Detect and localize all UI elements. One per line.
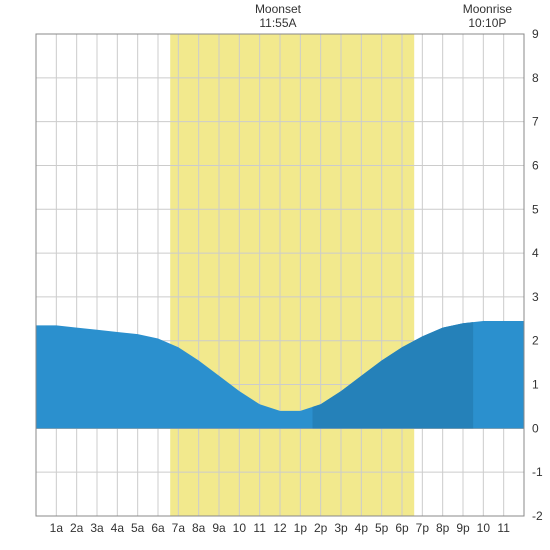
moonrise-time: 10:10P	[447, 16, 527, 30]
svg-text:2p: 2p	[314, 521, 328, 535]
svg-text:7: 7	[532, 115, 539, 129]
svg-text:3: 3	[532, 290, 539, 304]
moonset-annotation: Moonset 11:55A	[238, 2, 318, 31]
svg-text:2a: 2a	[70, 521, 84, 535]
moonset-title: Moonset	[238, 2, 318, 16]
svg-text:9p: 9p	[456, 521, 470, 535]
svg-text:2: 2	[532, 334, 539, 348]
svg-text:0: 0	[532, 421, 539, 435]
svg-text:-2: -2	[532, 509, 543, 523]
svg-text:6: 6	[532, 158, 539, 172]
svg-text:1p: 1p	[294, 521, 308, 535]
svg-text:11: 11	[253, 521, 266, 535]
svg-text:1: 1	[532, 378, 539, 392]
svg-text:4a: 4a	[111, 521, 125, 535]
moonrise-annotation: Moonrise 10:10P	[447, 2, 527, 31]
svg-text:11: 11	[497, 521, 510, 535]
svg-text:6p: 6p	[395, 521, 409, 535]
svg-text:7a: 7a	[172, 521, 186, 535]
daylight-band	[170, 34, 414, 516]
svg-text:10: 10	[233, 521, 247, 535]
svg-text:3p: 3p	[334, 521, 348, 535]
moonset-time: 11:55A	[238, 16, 318, 30]
svg-text:8a: 8a	[192, 521, 206, 535]
svg-text:8: 8	[532, 71, 539, 85]
moonrise-title: Moonrise	[447, 2, 527, 16]
svg-text:10: 10	[477, 521, 491, 535]
svg-text:8p: 8p	[436, 521, 450, 535]
tide-chart: -2-101234567891a2a3a4a5a6a7a8a9a1011121p…	[0, 0, 550, 550]
svg-text:5: 5	[532, 202, 539, 216]
svg-text:5p: 5p	[375, 521, 389, 535]
svg-text:1a: 1a	[50, 521, 64, 535]
svg-text:3a: 3a	[90, 521, 104, 535]
svg-text:-1: -1	[532, 465, 543, 479]
svg-text:6a: 6a	[151, 521, 165, 535]
svg-text:4p: 4p	[355, 521, 369, 535]
svg-text:4: 4	[532, 246, 539, 260]
svg-text:9a: 9a	[212, 521, 226, 535]
svg-text:12: 12	[273, 521, 287, 535]
svg-text:5a: 5a	[131, 521, 145, 535]
svg-text:9: 9	[532, 27, 539, 41]
chart-svg: -2-101234567891a2a3a4a5a6a7a8a9a1011121p…	[0, 0, 550, 550]
svg-text:7p: 7p	[416, 521, 430, 535]
